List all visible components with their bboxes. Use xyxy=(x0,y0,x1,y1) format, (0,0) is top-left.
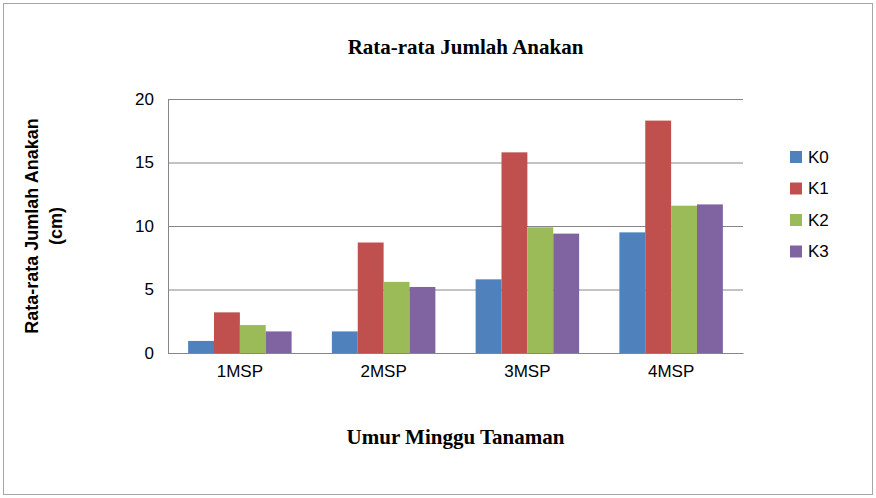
bar xyxy=(214,312,240,353)
bar xyxy=(697,204,723,353)
x-axis-line xyxy=(169,353,744,354)
x-tick: 2MSP xyxy=(360,353,406,381)
bar xyxy=(188,341,214,353)
bar-series xyxy=(240,206,697,353)
y-tick: 20 xyxy=(135,90,168,109)
bar xyxy=(671,206,697,353)
bar xyxy=(384,282,410,353)
grid-line xyxy=(168,99,743,100)
x-tick-label: 2MSP xyxy=(360,362,406,381)
legend: K0 K1 K2 K3 xyxy=(790,148,829,262)
grid-line xyxy=(168,353,743,354)
y-tick: 15 xyxy=(135,153,168,172)
bar xyxy=(645,121,671,353)
legend-swatch xyxy=(790,183,802,195)
y-axis: 0 5 10 15 20 xyxy=(135,90,168,363)
bar xyxy=(553,234,579,353)
bar xyxy=(358,243,384,353)
bar xyxy=(410,287,436,353)
legend-swatch xyxy=(790,214,802,226)
y-axis-line xyxy=(168,100,169,354)
chart: 0 5 10 15 20 1MSP 2MSP 3MSP 4MSP Rata-rata Jumlah… xyxy=(0,0,876,498)
y-tick-label: 10 xyxy=(135,217,154,236)
y-tick: 0 xyxy=(145,344,168,363)
legend-label: K1 xyxy=(808,179,829,198)
x-axis-title: Umur Minggu Tanaman xyxy=(347,425,565,449)
bar xyxy=(619,232,645,353)
legend-label: K2 xyxy=(808,211,829,230)
bar-series xyxy=(188,232,645,353)
y-tick-label: 0 xyxy=(145,344,154,363)
legend-label: K3 xyxy=(808,242,829,261)
y-tick: 10 xyxy=(135,217,168,236)
x-tick-label: 3MSP xyxy=(504,362,550,381)
bar xyxy=(266,331,292,353)
y-axis-title-line: Rata-rata Jumlah Anakan xyxy=(22,118,42,333)
y-tick-label: 15 xyxy=(135,153,154,172)
bar xyxy=(240,325,266,353)
bar xyxy=(502,152,528,353)
y-tick-label: 5 xyxy=(145,280,154,299)
x-axis: 1MSP 2MSP 3MSP 4MSP xyxy=(169,353,744,381)
legend-swatch xyxy=(790,151,802,163)
grid xyxy=(168,100,743,354)
x-tick: 3MSP xyxy=(504,353,550,381)
bar xyxy=(332,331,358,353)
bars xyxy=(188,121,723,353)
x-tick: 4MSP xyxy=(648,353,694,381)
bar xyxy=(527,227,553,353)
y-tick: 5 xyxy=(145,280,168,299)
legend-label: K0 xyxy=(808,148,829,167)
x-tick-label: 1MSP xyxy=(217,362,263,381)
bar-series xyxy=(266,204,723,353)
bar-series xyxy=(214,121,671,353)
x-tick: 1MSP xyxy=(217,353,263,381)
chart-title: Rata-rata Jumlah Anakan xyxy=(348,35,584,59)
y-axis-title: Rata-rata Jumlah Anakan(cm) xyxy=(22,118,66,333)
y-axis-title-line: (cm) xyxy=(46,207,66,245)
y-tick-label: 20 xyxy=(135,90,154,109)
legend-swatch xyxy=(790,246,802,258)
bar xyxy=(476,279,502,353)
x-tick-label: 4MSP xyxy=(648,362,694,381)
chart-frame xyxy=(4,4,873,495)
